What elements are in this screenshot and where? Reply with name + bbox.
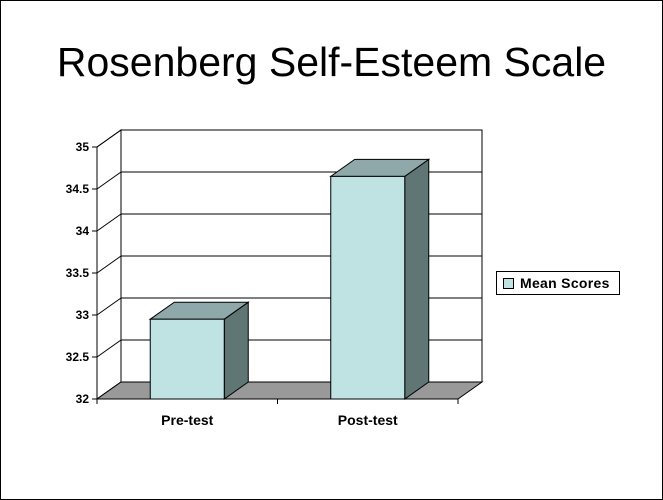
y-tick-label: 34.5	[66, 182, 90, 196]
grid-connector	[96, 171, 122, 190]
chart-title: Rosenberg Self-Esteem Scale	[56, 39, 607, 85]
y-tick-label: 33.5	[66, 266, 90, 280]
y-tick-label: 32	[76, 392, 90, 406]
y-tick-label: 35	[76, 140, 90, 154]
y-tick-label: 34	[76, 224, 90, 238]
grid-connector	[96, 255, 122, 274]
legend-label: Mean Scores	[520, 275, 610, 291]
grid-connector	[96, 297, 122, 316]
grid-connector	[96, 213, 122, 232]
legend: Mean Scores	[496, 271, 620, 295]
x-category-label: Post-test	[338, 412, 398, 428]
bar	[330, 175, 406, 400]
bar-side	[404, 158, 430, 400]
legend-swatch	[503, 277, 514, 289]
grid-connector	[96, 339, 122, 358]
y-tick-label: 33	[76, 308, 90, 322]
y-tick-label: 32.5	[66, 350, 90, 364]
bar	[149, 318, 225, 400]
x-category-label: Pre-test	[161, 412, 213, 428]
